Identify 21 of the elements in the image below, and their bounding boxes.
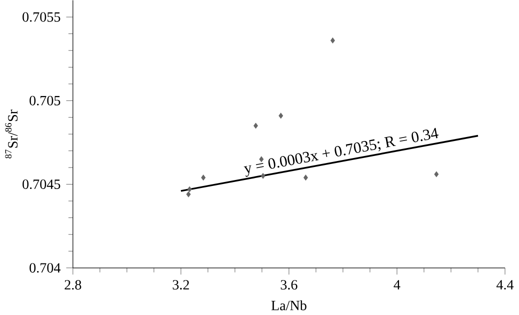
point xyxy=(278,112,284,118)
annotation: y = 0.0003x + 0.7035; R = 0.34 xyxy=(244,128,438,177)
point xyxy=(254,122,258,128)
point xyxy=(304,174,308,180)
x-tick-label: 3.2 xyxy=(172,280,189,290)
x-tick-label: 3.6 xyxy=(280,280,298,290)
point xyxy=(187,186,192,192)
point xyxy=(259,156,264,162)
x-tick-label: 4 xyxy=(394,280,400,290)
point xyxy=(186,191,191,197)
point xyxy=(260,172,266,178)
point xyxy=(201,174,206,180)
point xyxy=(434,171,439,177)
x-tick-label: 4.4 xyxy=(496,280,514,290)
y-tick-label: 0.7045 xyxy=(22,179,60,189)
x-tick-label: 2.8 xyxy=(64,280,82,290)
y-tick-label: 0.705 xyxy=(30,96,60,106)
x-axis-title: La/Nb xyxy=(271,300,306,310)
y-tick-label: 0.7055 xyxy=(22,12,60,22)
y-tick-label: 0.704 xyxy=(30,262,60,272)
y-axis-title: $^{87}$Sr/$^{86}$Sr xyxy=(5,109,18,158)
